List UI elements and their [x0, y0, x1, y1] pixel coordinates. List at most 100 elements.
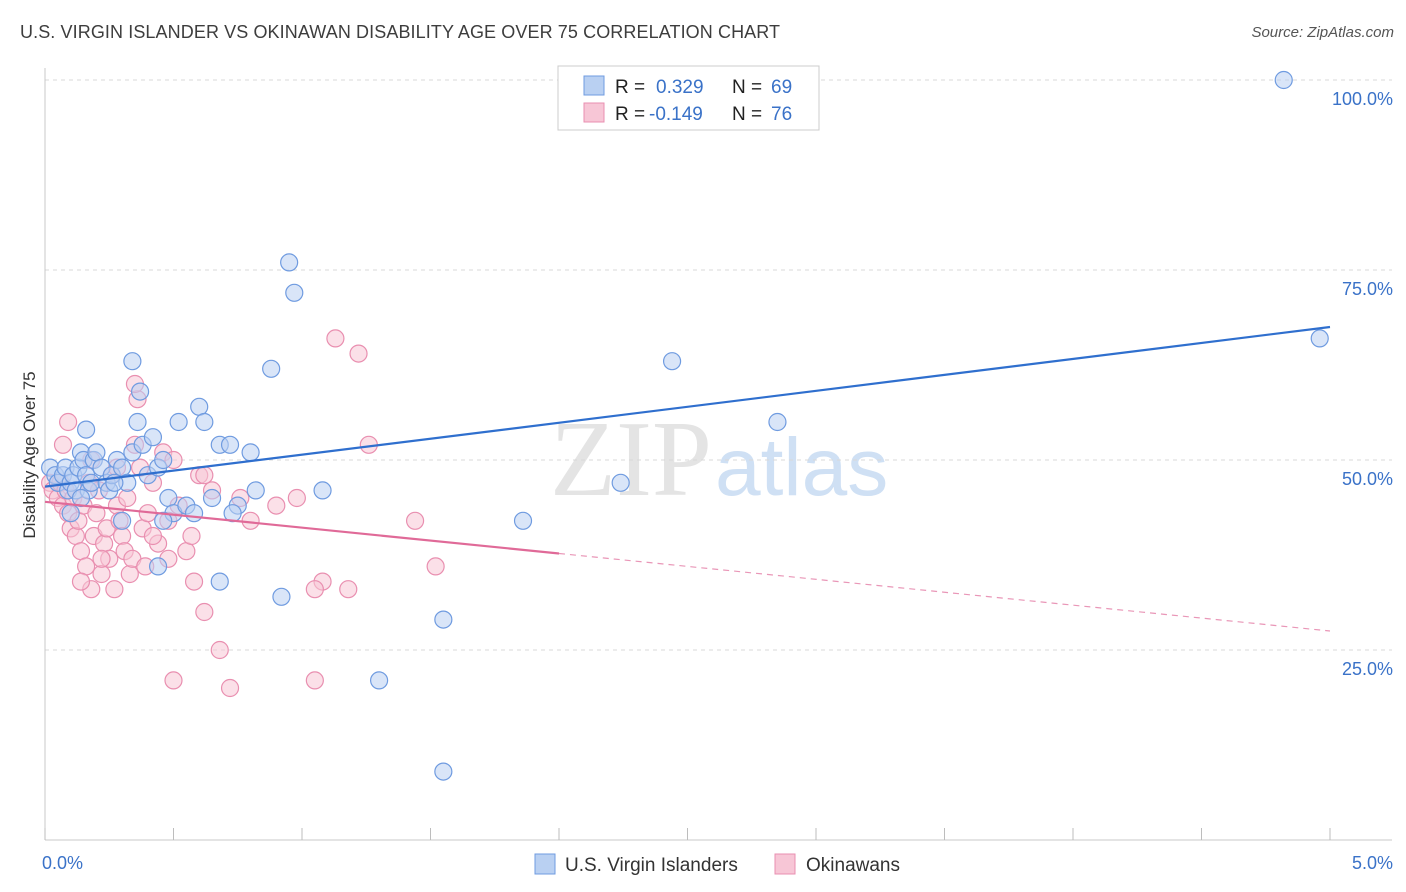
- okinawan-point: [112, 526, 132, 546]
- y-axis-title: Disability Age Over 75: [20, 371, 39, 538]
- virgin-islander-point: [220, 435, 240, 454]
- virgin-islander-point: [513, 511, 533, 530]
- okinawans-points: [41, 329, 445, 698]
- virgin-islander-point: [82, 473, 101, 492]
- virgin-islander-point: [313, 481, 332, 500]
- okinawan-point: [326, 329, 345, 348]
- virgin-islander-point: [112, 458, 132, 477]
- okinawan-point: [71, 542, 91, 561]
- virgin-islander-point: [61, 504, 80, 523]
- virgin-islander-point: [130, 382, 150, 401]
- series-legend: U.S. Virgin Islanders Okinawans: [534, 853, 900, 876]
- virgin-islander-point: [87, 443, 106, 462]
- y-tick-label: 25.0%: [1342, 659, 1393, 679]
- okinawan-point: [95, 534, 114, 553]
- okinawan-point: [339, 580, 358, 599]
- virgin-islander-point: [202, 488, 222, 508]
- okinawan-point: [405, 511, 425, 530]
- okinawan-point: [87, 504, 106, 523]
- stats-r-label-blue: R =: [615, 77, 645, 98]
- virgin-islander-point: [143, 428, 163, 447]
- trendline-virgin-islanders: [44, 325, 1331, 488]
- virgin-islander-point: [262, 359, 281, 378]
- stats-n-value-pink: 76: [771, 104, 792, 125]
- virgin-islander-point: [154, 511, 173, 530]
- virgin-islander-point: [241, 443, 260, 462]
- stats-r-value-blue: 0.329: [656, 77, 704, 98]
- virgin-islanders-points: [41, 70, 1329, 781]
- okinawan-point: [92, 549, 111, 568]
- virgin-islander-point: [1310, 329, 1329, 348]
- okinawan-point: [182, 526, 201, 546]
- trendlines: [44, 325, 1331, 632]
- legend-swatch-okinawans: [774, 853, 796, 875]
- okinawan-point: [195, 466, 214, 485]
- virgin-islander-point: [128, 412, 147, 432]
- okinawan-point: [305, 580, 324, 599]
- okinawan-point: [210, 640, 229, 660]
- legend-label-virgin-islanders: U.S. Virgin Islanders: [565, 855, 738, 876]
- y-tick-label: 75.0%: [1342, 279, 1393, 299]
- watermark-atlas: atlas: [715, 422, 888, 513]
- trendline-okinawans-extension: [558, 552, 1331, 632]
- okinawan-point: [184, 572, 204, 591]
- stats-n-value-blue: 69: [771, 77, 792, 98]
- virgin-islander-point: [272, 587, 291, 606]
- okinawan-point: [426, 557, 445, 576]
- gridlines: [45, 79, 1392, 651]
- virgin-islander-point: [611, 473, 630, 492]
- trendline-okinawans: [44, 500, 560, 555]
- virgin-islander-point: [195, 412, 214, 432]
- okinawan-point: [195, 602, 214, 622]
- okinawan-point: [287, 488, 306, 508]
- x-tick-label-max: 5.0%: [1352, 853, 1393, 873]
- y-tick-label: 100.0%: [1332, 89, 1393, 109]
- virgin-islander-point: [370, 671, 389, 690]
- chart-title: U.S. VIRGIN ISLANDER VS OKINAWAN DISABIL…: [20, 22, 781, 42]
- virgin-islander-point: [246, 481, 265, 500]
- virgin-islander-point: [148, 557, 168, 576]
- virgin-islander-point: [169, 412, 188, 432]
- virgin-islander-point: [184, 504, 204, 523]
- axes: [44, 68, 1392, 841]
- okinawan-point: [143, 526, 163, 546]
- stats-r-value-pink: -0.149: [649, 104, 703, 125]
- virgin-islander-point: [434, 762, 453, 781]
- virgin-islander-point: [768, 412, 787, 432]
- okinawan-point: [220, 678, 240, 698]
- legend-swatch-virgin-islanders: [534, 853, 556, 875]
- virgin-islander-point: [662, 352, 682, 371]
- legend-label-okinawans: Okinawans: [806, 855, 900, 876]
- virgin-islander-point: [77, 420, 96, 439]
- okinawan-point: [77, 557, 96, 576]
- okinawan-point: [120, 564, 139, 584]
- virgin-islander-point: [285, 283, 304, 302]
- stats-n-label-blue: N =: [732, 77, 762, 98]
- okinawan-point: [267, 496, 286, 515]
- okinawan-point: [105, 580, 124, 599]
- virgin-islander-point: [190, 397, 209, 416]
- okinawan-point: [118, 488, 137, 508]
- okinawan-point: [66, 526, 85, 546]
- okinawan-point: [92, 564, 111, 584]
- okinawan-point: [349, 344, 368, 363]
- tick-labels: 25.0% 50.0% 75.0% 100.0% 0.0% 5.0%: [42, 89, 1393, 873]
- okinawan-point: [164, 671, 183, 690]
- okinawan-point: [305, 671, 324, 690]
- stats-legend: R = 0.329 N = 69 R = -0.149 N = 76: [557, 65, 820, 131]
- virgin-islander-point: [210, 572, 229, 591]
- okinawan-point: [71, 572, 91, 591]
- okinawan-point: [177, 542, 196, 561]
- virgin-islander-point: [112, 511, 132, 530]
- virgin-islander-point: [1274, 70, 1293, 90]
- virgin-islander-point: [434, 610, 453, 629]
- stats-r-label-pink: R =: [615, 104, 645, 125]
- x-tick-label-min: 0.0%: [42, 853, 83, 873]
- virgin-islander-point: [280, 253, 299, 272]
- virgin-islander-point: [159, 488, 178, 508]
- stats-legend-swatch-blue: [583, 75, 605, 96]
- stats-n-label-pink: N =: [732, 104, 762, 125]
- stats-legend-swatch-pink: [583, 102, 605, 123]
- virgin-islander-point: [123, 352, 142, 371]
